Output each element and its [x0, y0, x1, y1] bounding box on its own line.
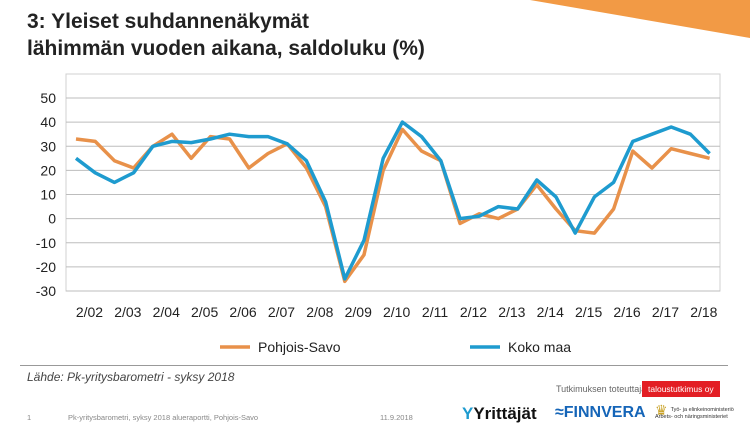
y-tick-label: 40: [40, 114, 56, 130]
x-tick-label: 2/02: [76, 304, 103, 320]
page-number: 1: [27, 413, 32, 422]
x-tick-label: 2/12: [460, 304, 487, 320]
divider: [20, 365, 728, 366]
x-tick-label: 2/05: [191, 304, 218, 320]
y-tick-label: -20: [36, 259, 56, 275]
title-line-2: lähimmän vuoden aikana, saldoluku (%): [27, 37, 425, 60]
x-tick-label: 2/03: [114, 304, 141, 320]
x-tick-label: 2/14: [537, 304, 564, 320]
source-note: Lähde: Pk-yritysbarometri - syksy 2018: [27, 370, 235, 384]
x-tick-label: 2/04: [153, 304, 180, 320]
line-chart: 50 40 30 20 10 0 -10 -20 -30 2/02 2/03 2/04 2/05 2/06…: [36, 73, 721, 355]
x-tick-label: 2/15: [575, 304, 602, 320]
report-date: 11.9.2018: [380, 413, 413, 422]
y-tick-label: 10: [40, 187, 56, 203]
x-tick-label: 2/13: [498, 304, 525, 320]
series-line-pohjois-savo: [75, 127, 711, 284]
yrittajat-logo: YYrittäjät: [462, 404, 537, 423]
series-line-koko-maa: [74, 120, 711, 281]
research-firm-badge: taloustutkimus oy: [642, 381, 720, 397]
x-tick-label: 2/10: [383, 304, 410, 320]
y-tick-label: 20: [40, 162, 56, 178]
corner-decoration: [530, 0, 750, 38]
legend-label: Koko maa: [508, 339, 571, 355]
y-tick-label: 0: [48, 211, 56, 227]
title-line-1: 3: Yleiset suhdannenäkymät: [27, 10, 310, 33]
x-tick-label: 2/08: [306, 304, 333, 320]
x-tick-label: 2/18: [690, 304, 717, 320]
chart-title: 3: Yleiset suhdannenäkymät lähimmän vuod…: [27, 8, 425, 62]
conducted-by-label: Tutkimuksen toteuttaja:: [556, 384, 649, 394]
report-name: Pk-yritysbarometri, syksy 2018 aluerapor…: [68, 413, 259, 422]
y-tick-label: 50: [40, 90, 56, 106]
x-tick-label: 2/11: [422, 304, 448, 320]
tem-logo: ♛ Työ- ja elinkeinoministeriö Arbets- och…: [655, 402, 734, 420]
x-tick-label: 2/16: [613, 304, 640, 320]
y-tick-label: -10: [36, 235, 56, 251]
x-tick-label: 2/06: [229, 304, 256, 320]
x-tick-label: 2/17: [652, 304, 679, 320]
legend-label: Pohjois-Savo: [258, 339, 341, 355]
finnvera-logo: ≈FINNVERA: [555, 404, 646, 421]
y-tick-label: -30: [36, 283, 56, 299]
x-tick-label: 2/07: [268, 304, 295, 320]
y-tick-label: 30: [40, 138, 56, 154]
x-tick-label: 2/09: [345, 304, 372, 320]
